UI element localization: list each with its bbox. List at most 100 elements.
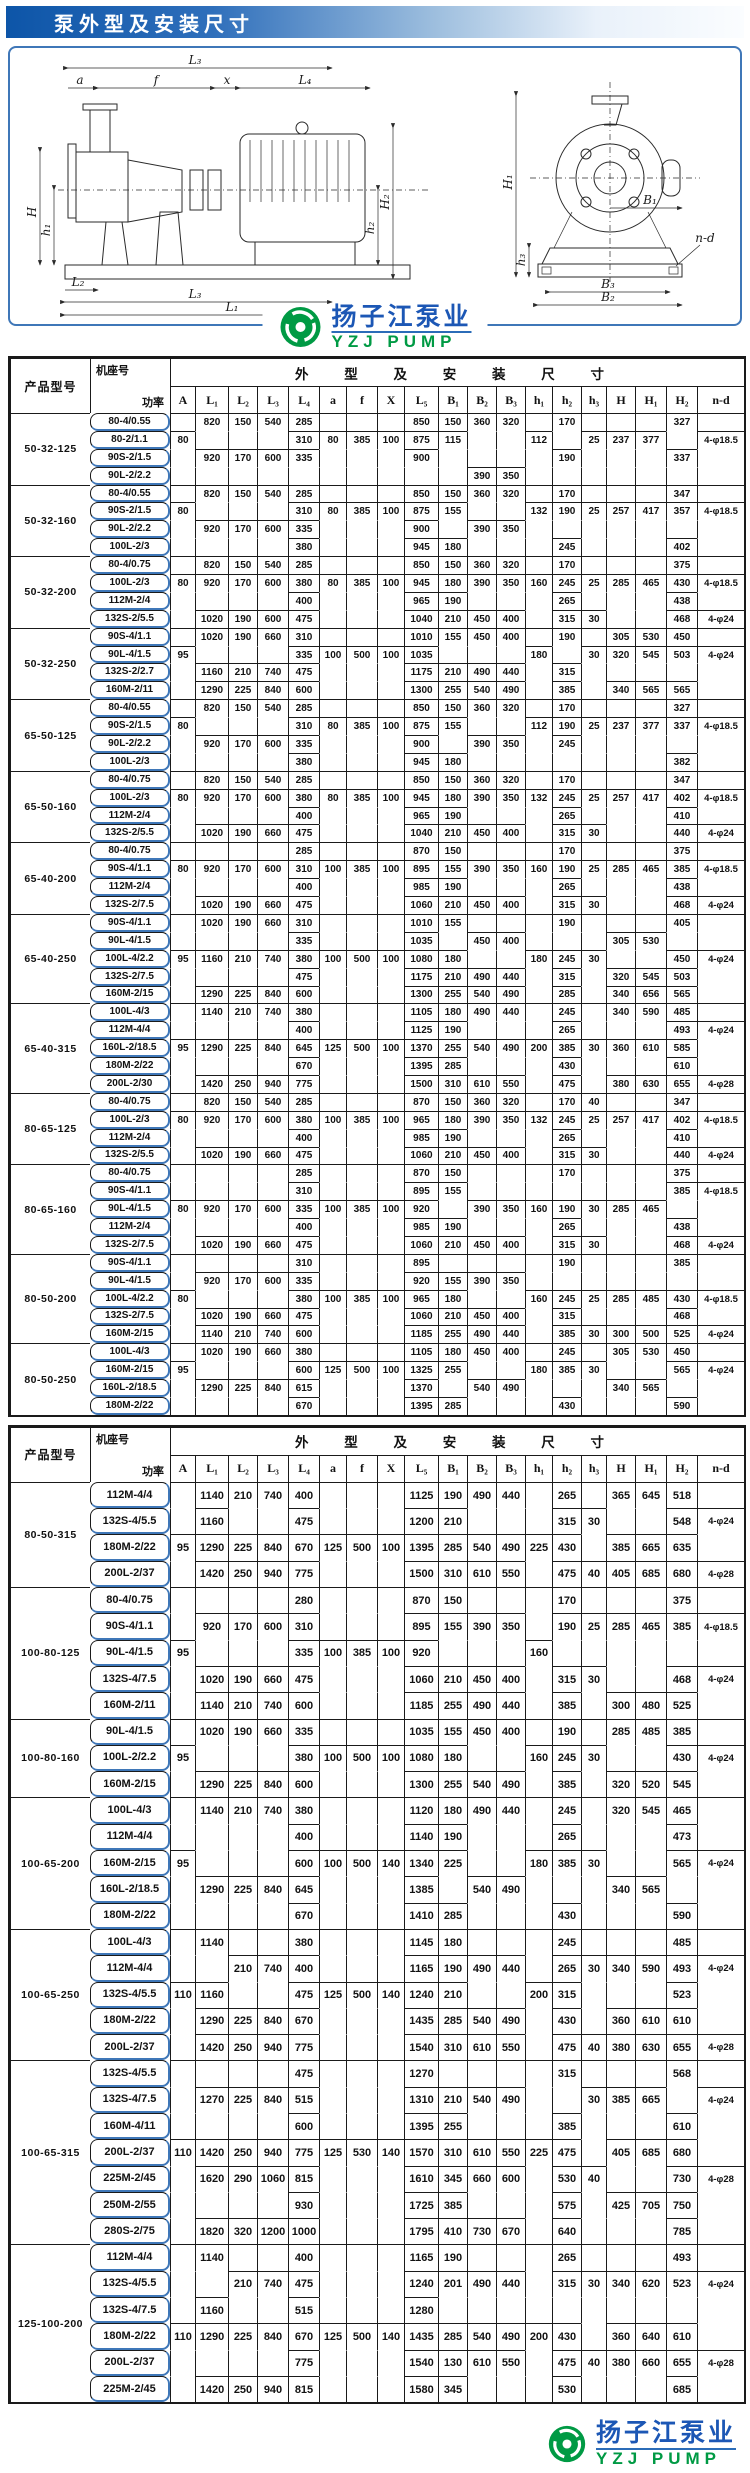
- frame-power-cell: 160L-2/18.5: [90, 1379, 170, 1397]
- pump-drawing: L₃ a f x L₄ H h₁ h₂ H₂ L₂ L₃ L₁: [25, 53, 715, 318]
- dim-cell: 385: [666, 860, 697, 879]
- dim-cell: 670: [288, 1057, 319, 1075]
- table-row: 112M-2/4 400 985 190 265 438: [10, 1218, 744, 1236]
- dim-cell: [635, 2218, 666, 2245]
- dim-cell: [606, 1639, 635, 1666]
- dim-cell: 1020: [195, 627, 228, 646]
- dim-cell: [525, 1797, 552, 1824]
- brand-name-cn: 扬子江泵业: [595, 2420, 736, 2450]
- dim-cell: [525, 1613, 552, 1640]
- table-row: 90S-4/1.1 920 170 600 310 895 155 390 350 190 25 28…: [10, 1613, 745, 1640]
- dim-cell: 385: [346, 574, 377, 592]
- dim-cell: 600: [257, 574, 288, 592]
- dim-cell: [170, 1128, 195, 1147]
- dim-cell: 30: [581, 645, 606, 664]
- dim-cell: [666, 520, 697, 539]
- dim-cell: [552, 1271, 581, 1290]
- dim-cell: [581, 1823, 606, 1851]
- dim-cell: [606, 770, 635, 789]
- dim-cell: 320: [606, 645, 635, 664]
- dim-cell: 1570: [404, 2139, 438, 2166]
- dim-cell: 100: [319, 860, 346, 879]
- frame-power-cell: 90S-4/1.1: [90, 860, 170, 879]
- dim-cell: [666, 430, 697, 449]
- dim-cell: [525, 1718, 552, 1745]
- dim-cell: [346, 1587, 377, 1614]
- dim-cell: 100: [377, 1639, 404, 1666]
- dim-cell: 1020: [195, 1235, 228, 1254]
- col-header: H₂: [666, 386, 697, 413]
- dim-cell: 380: [288, 1343, 319, 1362]
- table-row: 160L-2/18.5 1290 225 840 615 1370 540 490 340 565: [10, 1379, 744, 1397]
- table-row: 90L-4/1.5 95 335 100 385 100 920 160: [10, 1639, 744, 1666]
- dim-cell: 1290: [195, 1379, 228, 1397]
- dim-cell: [697, 1271, 744, 1290]
- dim-cell: [319, 538, 346, 557]
- dim-cell: 565: [666, 1361, 697, 1380]
- dim-cell: 500: [635, 1325, 666, 1344]
- dim-cell: 540: [467, 2007, 496, 2035]
- dim-cell: [606, 752, 635, 771]
- dim-cell: [170, 1021, 195, 1040]
- dim-cell: 430: [552, 1534, 581, 1561]
- dim-label-L3-bottom: L₃: [188, 287, 202, 301]
- dim-cell: [319, 1797, 346, 1824]
- dim-cell: [346, 556, 377, 575]
- dim-cell: [606, 1307, 635, 1326]
- dim-cell: 210: [228, 663, 257, 682]
- dim-cell: 390: [467, 1613, 496, 1640]
- col-header: h₃: [581, 386, 606, 413]
- dim-cell: 660: [257, 824, 288, 843]
- dim-cell: 140: [377, 2323, 404, 2350]
- product-model-cell: 80-50-200: [10, 1253, 90, 1344]
- dim-cell: [697, 1534, 744, 1561]
- dim-cell: [170, 1481, 195, 1509]
- dim-cell: 1175: [404, 663, 438, 682]
- dim-cell: [525, 1057, 552, 1075]
- dim-cell: 100: [377, 1744, 404, 1772]
- dim-cell: 610: [467, 1074, 496, 1093]
- dim-cell: 170: [228, 520, 257, 539]
- dim-cell: 320: [496, 770, 525, 789]
- dim-cell: [377, 484, 404, 503]
- dim-cell: 1035: [404, 1718, 438, 1745]
- dim-cell: 350: [496, 788, 525, 807]
- dim-cell: [257, 538, 288, 557]
- dim-cell: 670: [288, 2323, 319, 2350]
- dim-cell: [697, 2139, 744, 2166]
- dim-cell: 670: [288, 1902, 319, 1929]
- dim-cell: 475: [288, 896, 319, 914]
- dim-cell: [170, 2113, 195, 2140]
- col-header: L₁: [195, 1454, 228, 1482]
- dim-cell: 450: [467, 609, 496, 628]
- dim-cell: 180: [438, 1744, 467, 1772]
- dim-cell: 100: [377, 430, 404, 449]
- dimension-table-2: 产品型号 机座号 功率外 型 及 安 装 尺 寸 A L₁ L₂ L₃ L₄ a f X L₅ B₁ B₂…: [8, 1424, 747, 2405]
- col-header: a: [319, 386, 346, 413]
- dim-cell: 920: [195, 574, 228, 592]
- dim-cell: 305: [606, 1343, 635, 1362]
- dim-cell: [666, 2297, 697, 2324]
- dim-cell: 285: [288, 842, 319, 861]
- dim-cell: [581, 967, 606, 986]
- dim-cell: [525, 1508, 552, 1535]
- dim-cell: [346, 627, 377, 646]
- frame-power-cell: 132S-2/5.5: [90, 609, 170, 628]
- dim-cell: [377, 1396, 404, 1415]
- dim-cell: 1060: [404, 896, 438, 914]
- dim-cell: 875: [404, 502, 438, 521]
- table-row: 100-65-250 100L-4/3 1140 380 1145 180 245 485: [10, 1928, 745, 2061]
- dim-cell: 95: [170, 949, 195, 968]
- dim-cell: [346, 1218, 377, 1236]
- dim-cell: [438, 448, 467, 467]
- dim-cell: [319, 1325, 346, 1344]
- dim-cell: [195, 591, 228, 610]
- dim-cell: [581, 1307, 606, 1326]
- dim-cell: [228, 2244, 257, 2271]
- dim-cell: 190: [228, 1307, 257, 1326]
- dim-cell: 245: [552, 1003, 581, 1022]
- table-row: 100L-4/2.2 95 1160 210 740 380 100 500 100 1080 18…: [10, 949, 745, 968]
- dim-cell: 1000: [288, 2218, 319, 2245]
- dim-cell: [404, 466, 438, 485]
- dim-cell: [697, 752, 744, 771]
